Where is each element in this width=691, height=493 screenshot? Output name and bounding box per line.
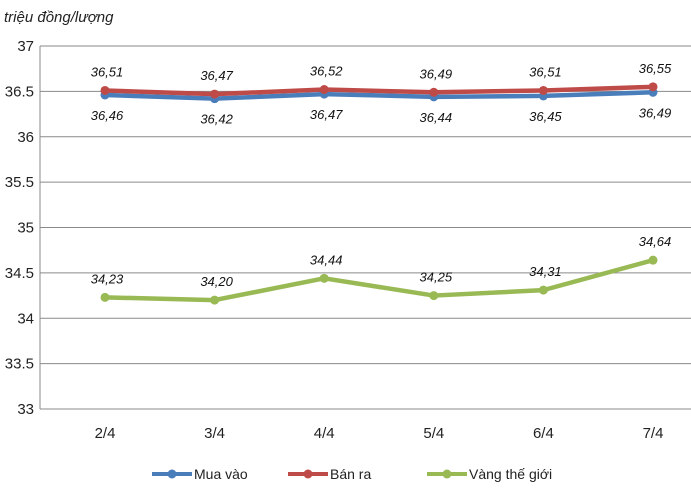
- data-label: 36,47: [200, 68, 233, 83]
- y-tick-label: 35.5: [5, 174, 34, 191]
- data-point: [429, 291, 439, 301]
- data-point: [538, 85, 548, 95]
- data-label: 34,20: [200, 274, 233, 289]
- data-label: 34,44: [310, 252, 343, 267]
- data-point: [538, 285, 548, 295]
- legend-marker-icon: [167, 469, 177, 479]
- data-label: 34,25: [420, 270, 453, 285]
- y-tick-label: 37: [17, 38, 34, 55]
- data-label: 36,52: [310, 64, 343, 79]
- data-point: [210, 295, 220, 305]
- series-line-1: [104, 84, 654, 97]
- data-point: [100, 85, 110, 95]
- x-tick-label: 2/4: [95, 425, 116, 442]
- data-label: 36,46: [91, 108, 124, 123]
- data-label: 36,49: [420, 66, 453, 81]
- legend-marker-icon: [303, 469, 313, 479]
- data-label: 36,55: [639, 61, 672, 76]
- series-line-2: [104, 257, 654, 303]
- x-tick-label: 6/4: [533, 425, 554, 442]
- data-label: 36,47: [310, 107, 343, 122]
- y-tick-label: 33: [17, 401, 34, 418]
- data-label: 36,44: [420, 110, 453, 125]
- legend-marker-icon: [442, 469, 452, 479]
- data-label: 34,64: [639, 234, 672, 249]
- data-point: [100, 292, 110, 302]
- data-label: 36,49: [639, 105, 672, 120]
- data-point: [429, 87, 439, 97]
- y-tick-label: 33.5: [5, 356, 34, 373]
- x-tick-label: 3/4: [204, 425, 225, 442]
- data-point: [319, 273, 329, 283]
- series-line-0: [104, 90, 654, 101]
- data-label: 36,42: [200, 112, 233, 127]
- x-tick-label: 4/4: [314, 425, 335, 442]
- y-tick-label: 34: [17, 310, 34, 327]
- data-label: 36,51: [91, 64, 124, 79]
- legend-label: Vàng thế giới: [469, 466, 552, 482]
- y-tick-label: 35: [17, 220, 34, 237]
- data-point: [319, 85, 329, 95]
- data-label: 34,31: [529, 264, 562, 279]
- y-tick-label: 36.5: [5, 83, 34, 100]
- legend-label: Mua vào: [194, 466, 248, 482]
- data-label: 34,23: [91, 271, 124, 286]
- data-point: [210, 89, 220, 99]
- legend-label: Bán ra: [330, 466, 371, 482]
- x-tick-label: 5/4: [423, 425, 444, 442]
- data-label: 36,51: [529, 64, 562, 79]
- y-tick-label: 36: [17, 129, 34, 146]
- data-point: [648, 255, 658, 265]
- data-label: 36,45: [529, 109, 562, 124]
- y-tick-label: 34.5: [5, 265, 34, 282]
- data-point: [648, 82, 658, 92]
- y-axis-unit: triệu đồng/lượng: [4, 9, 114, 26]
- x-tick-label: 7/4: [643, 425, 664, 442]
